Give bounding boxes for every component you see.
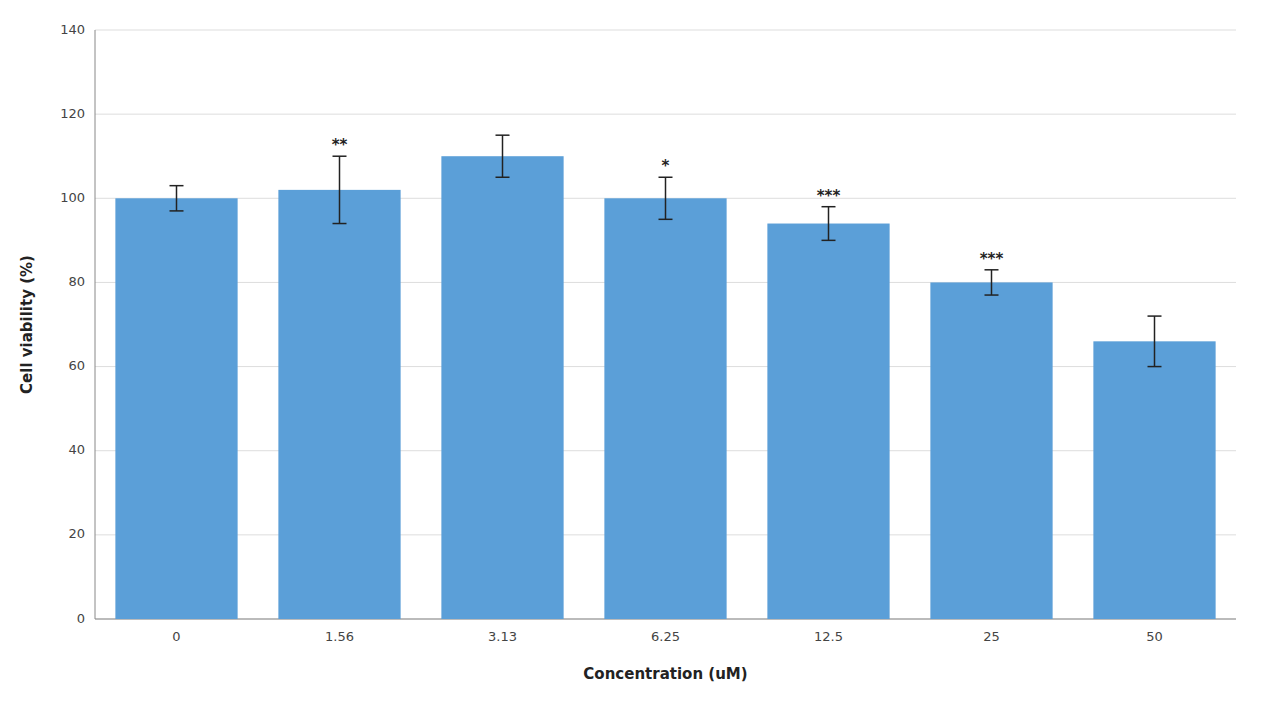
- x-tick-label: 3.13: [488, 629, 517, 644]
- bar: [930, 282, 1052, 619]
- bar: [604, 198, 726, 619]
- bar: [278, 190, 400, 619]
- annotations: *********: [332, 136, 1004, 268]
- error-bar: [333, 156, 347, 223]
- x-tick-label: 6.25: [651, 629, 680, 644]
- error-bar: [985, 270, 999, 295]
- x-tick-label: 25: [983, 629, 1000, 644]
- significance-label: ***: [980, 250, 1004, 268]
- grid-line: [95, 114, 1236, 115]
- x-tick-label: 1.56: [325, 629, 354, 644]
- y-tick-label: 40: [68, 442, 85, 457]
- y-tick-label: 140: [60, 22, 85, 37]
- bar: [767, 224, 889, 619]
- y-tick-label: 20: [68, 526, 85, 541]
- chart-svg: 0 20 40 60 80 100 120 140 0 1.56 3.13 6.25 12.5 25 50 *…: [0, 0, 1266, 704]
- y-axis-line: [95, 30, 96, 619]
- grid: [95, 30, 1236, 619]
- error-bar: [1148, 316, 1162, 366]
- significance-label: **: [332, 136, 348, 154]
- error-bar: [496, 135, 510, 177]
- error-bar: [659, 177, 673, 219]
- bars: [115, 156, 1215, 619]
- significance-label: *: [662, 157, 670, 175]
- error-bars: [170, 135, 1162, 366]
- x-tick-label: 50: [1146, 629, 1163, 644]
- error-bar: [170, 186, 184, 211]
- x-tick-label: 0: [172, 629, 180, 644]
- bar: [115, 198, 237, 619]
- y-axis-title: Cell viability (%): [18, 255, 36, 394]
- y-tick-label: 120: [60, 106, 85, 121]
- grid-line: [95, 30, 1236, 31]
- x-axis-title: Concentration (uM): [583, 665, 747, 683]
- y-tick-label: 80: [68, 274, 85, 289]
- bar: [1093, 341, 1215, 619]
- error-bar: [822, 207, 836, 241]
- y-tick-label: 0: [77, 611, 85, 626]
- axes: 0 20 40 60 80 100 120 140 0 1.56 3.13 6.25 12.5 25 50: [60, 22, 1236, 645]
- chart-container: 0 20 40 60 80 100 120 140 0 1.56 3.13 6.25 12.5 25 50 *…: [0, 0, 1266, 704]
- significance-label: ***: [817, 187, 841, 205]
- y-tick-label: 100: [60, 190, 85, 205]
- y-tick-label: 60: [68, 358, 85, 373]
- x-tick-label: 12.5: [814, 629, 843, 644]
- bar: [441, 156, 563, 619]
